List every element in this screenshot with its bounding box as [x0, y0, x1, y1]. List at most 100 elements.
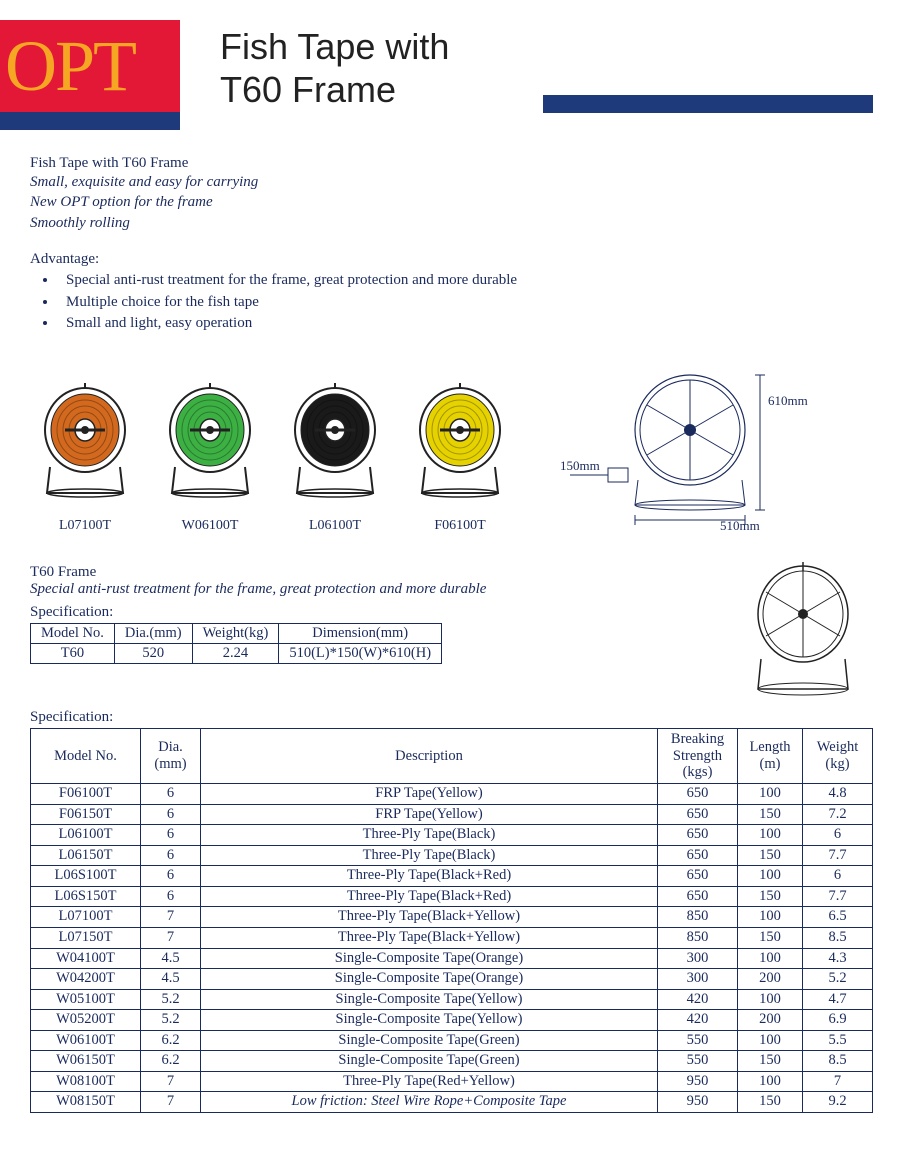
table-cell: 420 — [658, 989, 738, 1010]
table-cell: 5.5 — [803, 1030, 873, 1051]
table-cell: 6 — [141, 866, 201, 887]
table-header: Model No. — [31, 729, 141, 784]
frame-row: T60 Frame Special anti-rust treatment fo… — [30, 554, 873, 709]
table-row: L07150T7Three-Ply Tape(Black+Yellow)8501… — [31, 927, 873, 948]
table-cell: 950 — [658, 1071, 738, 1092]
table-row: W04200T4.5Single-Composite Tape(Orange)3… — [31, 969, 873, 990]
product-label: L07100T — [30, 518, 140, 534]
table-cell: 6.9 — [803, 1010, 873, 1031]
table-cell: 150 — [738, 1092, 803, 1113]
table-cell: Single-Composite Tape(Green) — [201, 1030, 658, 1051]
product-reel-icon — [280, 370, 390, 510]
table-cell: Single-Composite Tape(Orange) — [201, 969, 658, 990]
table-row: L06S150T6Three-Ply Tape(Black+Red)650150… — [31, 886, 873, 907]
table-cell: L07150T — [31, 927, 141, 948]
intro-heading: Fish Tape with T60 Frame — [30, 155, 873, 172]
table-header: BreakingStrength(kgs) — [658, 729, 738, 784]
table-cell: 150 — [738, 927, 803, 948]
table-cell: W06100T — [31, 1030, 141, 1051]
table-cell: W08150T — [31, 1092, 141, 1113]
table-row: W04100T4.5Single-Composite Tape(Orange)3… — [31, 948, 873, 969]
table-cell: 100 — [738, 907, 803, 928]
table-cell: 5.2 — [141, 989, 201, 1010]
table-cell: 650 — [658, 866, 738, 887]
table-header: Dimension(mm) — [279, 624, 442, 644]
table-header: Weight(kg) — [803, 729, 873, 784]
table-row: W06100T6.2Single-Composite Tape(Green)55… — [31, 1030, 873, 1051]
content: Fish Tape with T60 Frame Small, exquisit… — [0, 140, 903, 1143]
logo-box: OPT — [0, 20, 180, 130]
table-cell: W04200T — [31, 969, 141, 990]
table-cell: 6 — [141, 784, 201, 805]
table-cell: 100 — [738, 948, 803, 969]
table-cell: W08100T — [31, 1071, 141, 1092]
table-cell: 4.3 — [803, 948, 873, 969]
table-cell: 6 — [141, 886, 201, 907]
logo-text: OPT — [5, 25, 135, 108]
table-cell: 100 — [738, 1071, 803, 1092]
table-cell: L06S150T — [31, 886, 141, 907]
table-header: Weight(kg) — [192, 624, 279, 644]
table-cell: 150 — [738, 1051, 803, 1072]
table-row: F06100T6FRP Tape(Yellow)6501004.8 — [31, 784, 873, 805]
advantage-list: Special anti-rust treatment for the fram… — [30, 270, 873, 335]
advantage-item: Special anti-rust treatment for the fram… — [58, 270, 873, 292]
product-item: F06100T — [405, 370, 515, 534]
table-cell: 100 — [738, 866, 803, 887]
table-cell: 300 — [658, 969, 738, 990]
product-label: L06100T — [280, 518, 390, 534]
table-row: L07100T7Three-Ply Tape(Black+Yellow)8501… — [31, 907, 873, 928]
table-cell: 5.2 — [803, 969, 873, 990]
table-cell: 650 — [658, 804, 738, 825]
advantage-title: Advantage: — [30, 251, 873, 268]
product-item: L07100T — [30, 370, 140, 534]
table-cell: 8.5 — [803, 927, 873, 948]
table-cell: 420 — [658, 1010, 738, 1031]
table-cell: 100 — [738, 989, 803, 1010]
product-item: L06100T — [280, 370, 390, 534]
product-reel-icon — [405, 370, 515, 510]
table-cell: 100 — [738, 1030, 803, 1051]
table-row: W05100T5.2Single-Composite Tape(Yellow)4… — [31, 989, 873, 1010]
table-row: F06150T6FRP Tape(Yellow)6501507.2 — [31, 804, 873, 825]
title-block: Fish Tape with T60 Frame — [180, 20, 873, 111]
table-cell: W04100T — [31, 948, 141, 969]
table-row: L06S100T6Three-Ply Tape(Black+Red)650100… — [31, 866, 873, 887]
table-cell: 5.2 — [141, 1010, 201, 1031]
table-cell: L06150T — [31, 845, 141, 866]
table-cell: FRP Tape(Yellow) — [201, 784, 658, 805]
title-bar — [543, 95, 873, 113]
table-cell: 200 — [738, 969, 803, 990]
table-cell: Single-Composite Tape(Green) — [201, 1051, 658, 1072]
table-cell: 7 — [141, 1071, 201, 1092]
table-cell: L06100T — [31, 825, 141, 846]
table-cell: 650 — [658, 886, 738, 907]
table-cell: 6.5 — [803, 907, 873, 928]
table-cell: 850 — [658, 927, 738, 948]
table-cell: 150 — [738, 804, 803, 825]
product-row: L07100T W06100T L06100T — [30, 350, 873, 534]
intro-lines: Small, exquisite and easy for carryingNe… — [30, 172, 873, 233]
table-cell: 6 — [803, 866, 873, 887]
table-cell: 2.24 — [192, 644, 279, 664]
table-row: W06150T6.2Single-Composite Tape(Green)55… — [31, 1051, 873, 1072]
table-cell: L06S100T — [31, 866, 141, 887]
table-cell: 9.2 — [803, 1092, 873, 1113]
table-row: W05200T5.2Single-Composite Tape(Yellow)4… — [31, 1010, 873, 1031]
table-cell: FRP Tape(Yellow) — [201, 804, 658, 825]
product-label: W06100T — [155, 518, 265, 534]
table-header: Length(m) — [738, 729, 803, 784]
table-cell: 510(L)*150(W)*610(H) — [279, 644, 442, 664]
table-cell: Single-Composite Tape(Yellow) — [201, 989, 658, 1010]
spec-label-1: Specification: — [30, 604, 693, 621]
table-cell: 4.5 — [141, 969, 201, 990]
table-cell: 200 — [738, 1010, 803, 1031]
dim-depth: 150mm — [560, 458, 600, 473]
frame-wireframe — [733, 554, 873, 709]
table-cell: Three-Ply Tape(Red+Yellow) — [201, 1071, 658, 1092]
dimension-diagram: 610mm 150mm 510mm — [560, 350, 810, 534]
table-cell: L07100T — [31, 907, 141, 928]
title-line-2: T60 Frame — [220, 69, 396, 110]
main-spec-table: Model No.Dia.(mm)DescriptionBreakingStre… — [30, 728, 873, 1113]
table-cell: 6.2 — [141, 1051, 201, 1072]
